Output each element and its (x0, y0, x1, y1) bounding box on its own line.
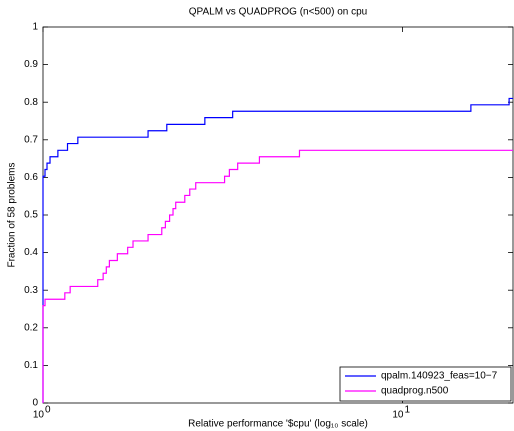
y-tick-label: 0.9 (24, 59, 38, 70)
y-tick-label: 0.1 (24, 360, 38, 371)
y-tick-label: 0.5 (24, 210, 38, 221)
x-tick-exponent: 0 (45, 405, 51, 416)
y-tick-label: 0.6 (24, 172, 38, 183)
legend-box (339, 366, 512, 402)
y-axis-label: Fraction of 58 problems (7, 162, 18, 267)
x-tick-exponent: 1 (404, 405, 410, 416)
y-tick-label: 0.3 (24, 285, 38, 296)
y-tick-label: 0.7 (24, 134, 38, 145)
x-tick-label: 10 (392, 410, 404, 421)
y-tick-label: 0.4 (24, 247, 38, 258)
legend-label: qpalm.140923_feas=10−7 (381, 371, 498, 382)
series-line (42, 97, 513, 403)
y-tick-label: 0.2 (24, 322, 38, 333)
legend-label: quadprog.n500 (381, 386, 449, 397)
y-tick-label: 0 (32, 398, 38, 409)
plot-frame (42, 26, 514, 404)
x-tick-label: 10 (33, 410, 45, 421)
y-tick-label: 0.8 (24, 97, 38, 108)
x-axis-label: Relative performance '$cpu' (log₁₀ scale… (188, 419, 368, 430)
chart-title: QPALM vs QUADPROG (n<500) on cpu (189, 7, 368, 18)
series-line (42, 149, 513, 403)
y-tick-label: 1 (32, 22, 38, 33)
